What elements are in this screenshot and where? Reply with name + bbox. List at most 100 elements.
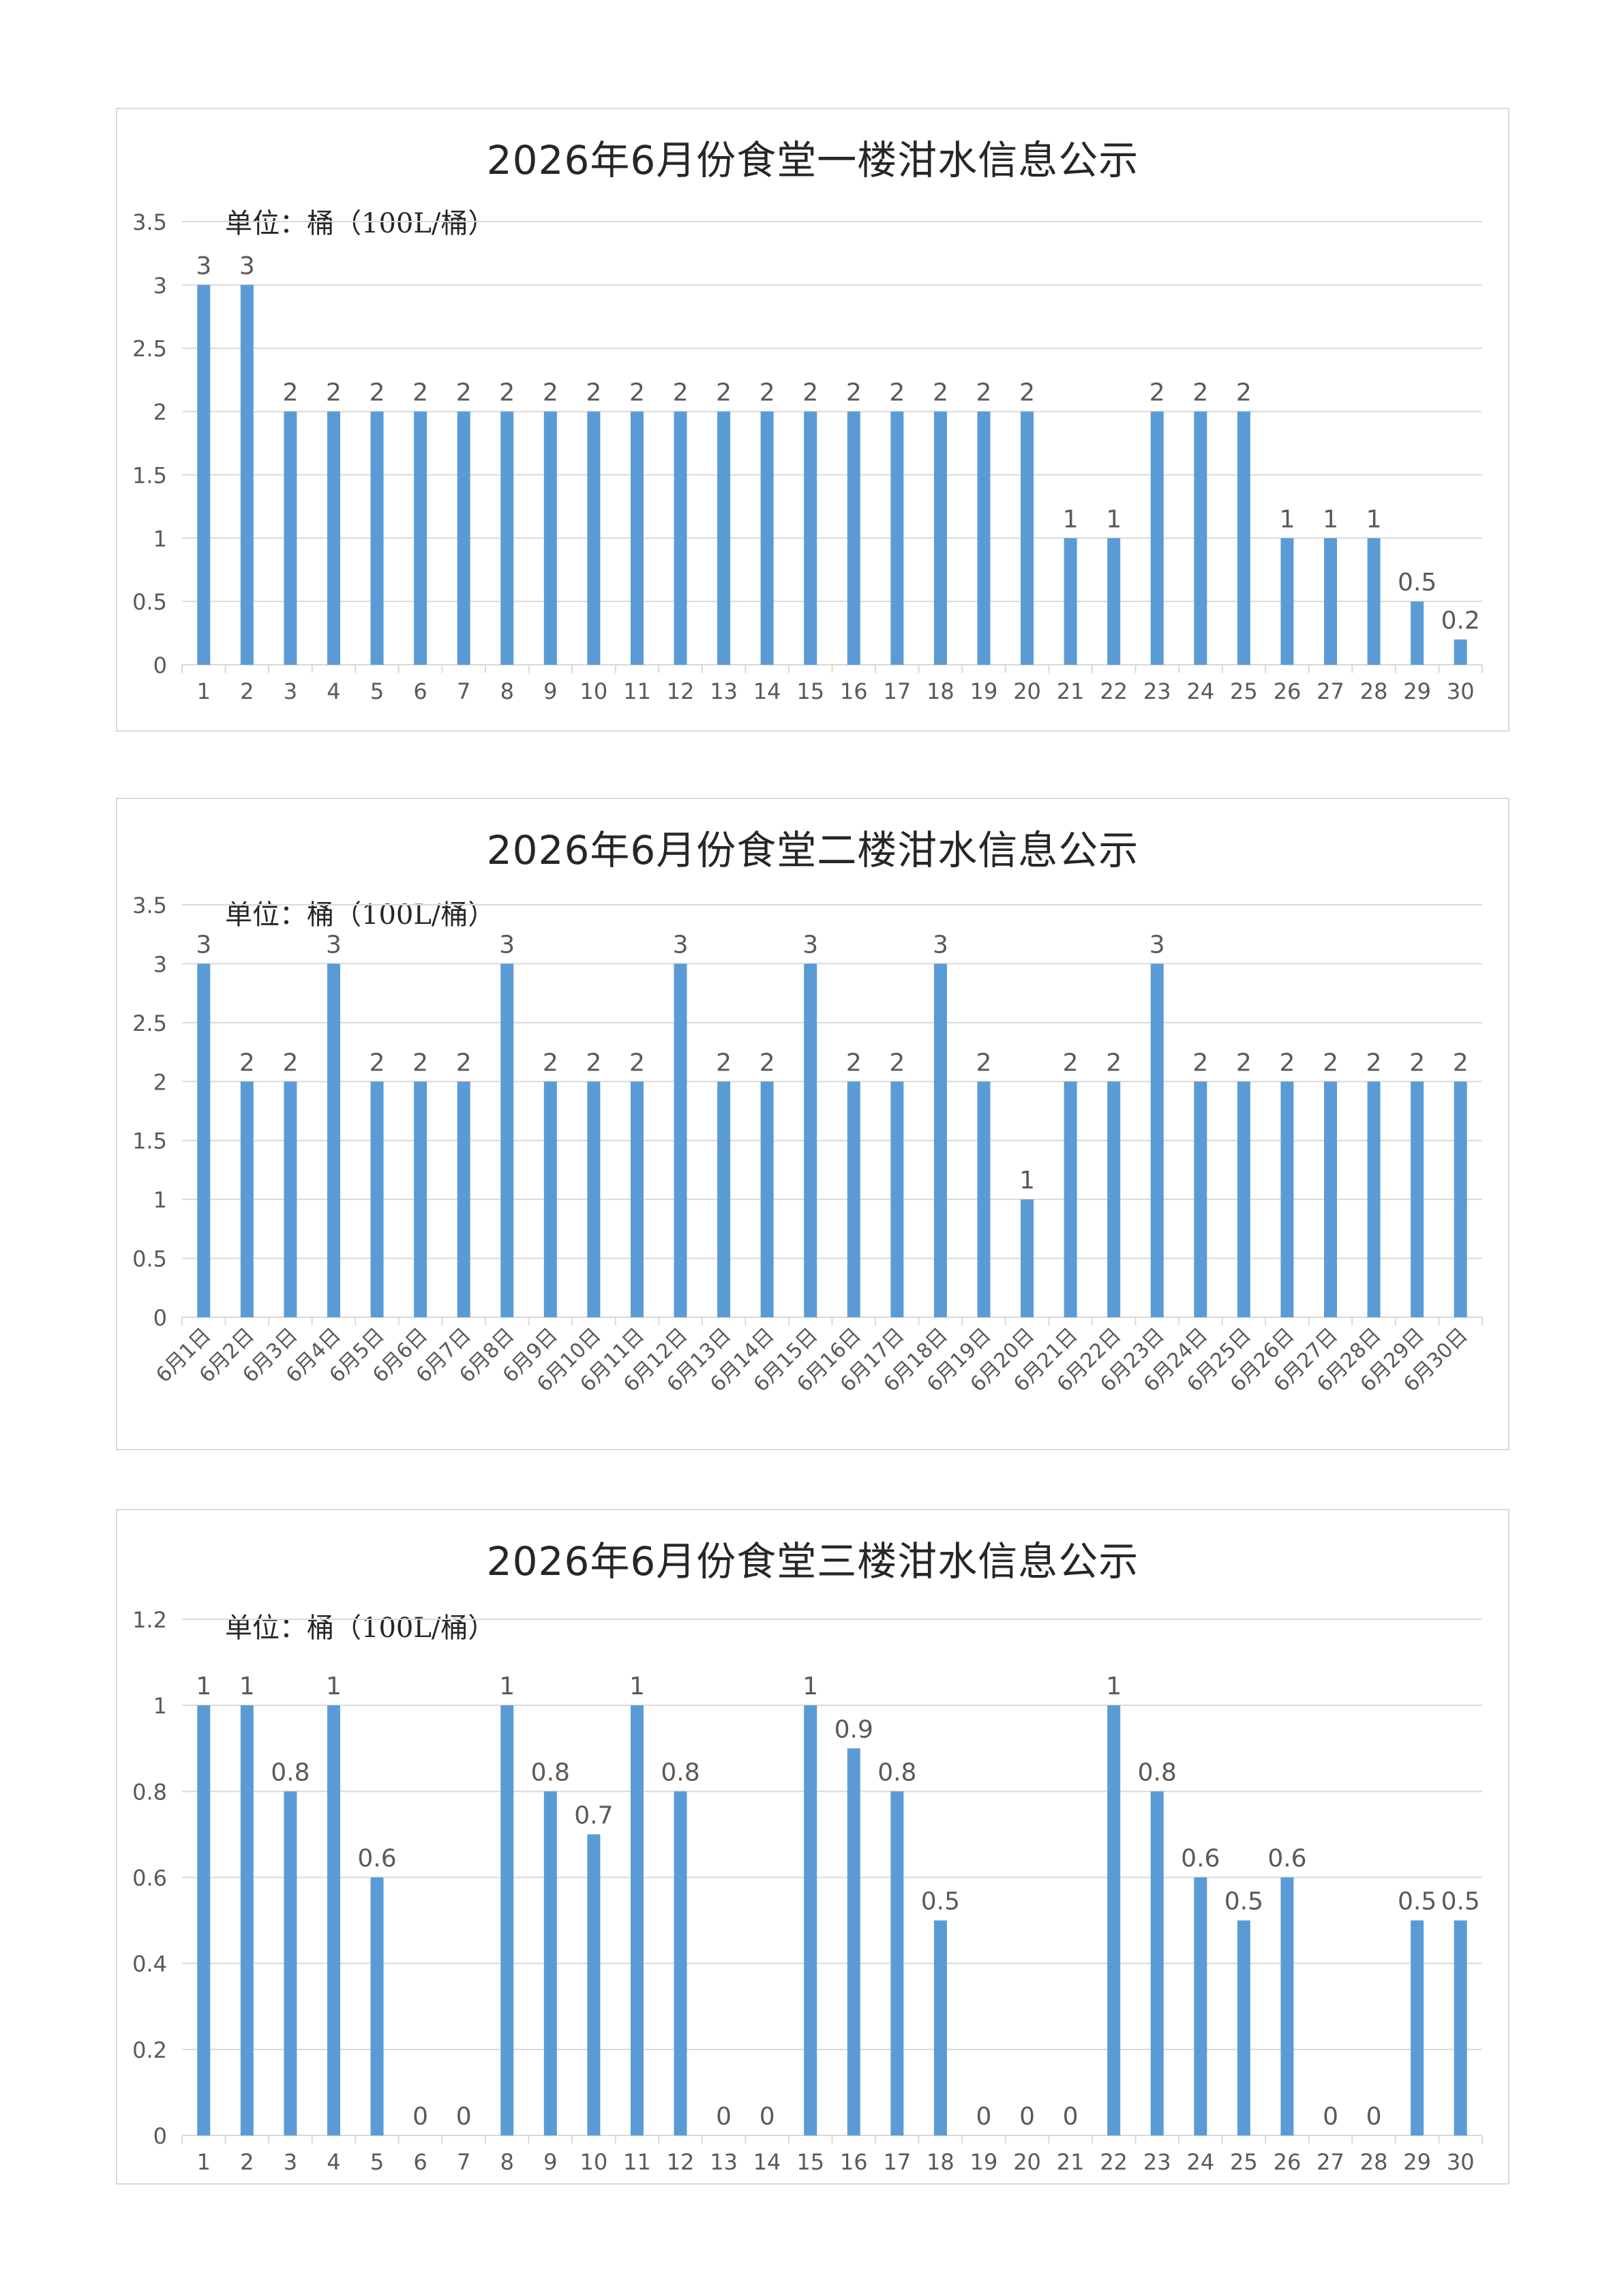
bar	[804, 1705, 817, 2135]
data-label: 0	[716, 2103, 732, 2131]
x-tick-label: 6	[413, 678, 427, 704]
data-label: 2	[976, 1049, 992, 1077]
data-label: 1	[629, 1672, 645, 1700]
data-label: 2	[1453, 1049, 1469, 1077]
data-label: 3	[196, 931, 211, 959]
data-label: 1	[1323, 505, 1338, 533]
data-label: 1	[499, 1672, 515, 1700]
data-label: 0.6	[1181, 1845, 1220, 1873]
bar	[804, 411, 817, 665]
x-tick-label: 7	[457, 2149, 470, 2175]
data-label: 2	[412, 1049, 428, 1077]
data-label: 0.2	[1441, 607, 1480, 635]
x-tick-label: 20	[1013, 2149, 1041, 2175]
y-tick-label: 1.2	[132, 1607, 167, 1633]
data-label: 0.5	[1398, 569, 1437, 597]
data-label: 2	[629, 379, 645, 407]
x-tick-label: 11	[623, 678, 651, 704]
data-label: 2	[1366, 1049, 1382, 1077]
y-tick-label: 3	[153, 273, 167, 299]
data-label: 0.9	[834, 1715, 873, 1743]
data-label: 2	[629, 1049, 645, 1077]
bar	[674, 963, 687, 1317]
x-tick-label: 13	[710, 2149, 738, 2175]
data-label: 1	[1106, 505, 1122, 533]
y-tick-label: 0.8	[132, 1779, 167, 1805]
bar	[284, 1081, 297, 1317]
bar	[1454, 639, 1467, 665]
x-tick-label: 15	[796, 2149, 824, 2175]
data-label: 2	[1106, 1049, 1122, 1077]
x-tick-label: 24	[1186, 678, 1214, 704]
bar	[284, 1791, 297, 2135]
x-tick-label: 25	[1230, 678, 1258, 704]
data-label: 1	[802, 1672, 818, 1700]
y-tick-label: 0.6	[132, 1865, 167, 1891]
x-tick-label: 8	[500, 2149, 514, 2175]
x-tick-label: 30	[1447, 678, 1475, 704]
bar	[1280, 1877, 1294, 2135]
bar	[1280, 538, 1294, 665]
x-tick-label: 23	[1143, 2149, 1171, 2175]
data-label: 0.6	[357, 1845, 396, 1873]
data-label: 2	[1323, 1049, 1338, 1077]
data-label: 3	[933, 931, 948, 959]
x-tick-label: 4	[327, 2149, 340, 2175]
data-label: 3	[1149, 931, 1165, 959]
bar	[1064, 538, 1077, 665]
data-label: 2	[586, 1049, 601, 1077]
data-label: 2	[976, 379, 992, 407]
bar	[977, 411, 991, 665]
y-tick-label: 2.5	[132, 336, 167, 362]
data-label: 0.8	[661, 1758, 700, 1786]
data-label: 1	[196, 1672, 211, 1700]
bar	[543, 1081, 557, 1317]
y-tick-label: 2	[153, 400, 167, 425]
data-label: 2	[456, 1049, 472, 1077]
data-label: 2	[1149, 379, 1165, 407]
y-tick-label: 2.5	[132, 1010, 167, 1036]
y-tick-label: 1	[153, 526, 167, 552]
x-tick-label: 28	[1360, 678, 1388, 704]
x-tick-label: 16	[840, 2149, 868, 2175]
data-label: 1	[1279, 505, 1295, 533]
y-tick-label: 0	[153, 2123, 167, 2149]
x-tick-label: 21	[1057, 2149, 1085, 2175]
bar	[1021, 411, 1034, 665]
data-label: 2	[499, 379, 515, 407]
data-label: 0.6	[1267, 1845, 1306, 1873]
data-label: 3	[326, 931, 342, 959]
bar	[630, 1081, 644, 1317]
chart-second-floor: 2026年6月份食堂二楼泔水信息公示 单位：桶（100L/桶） 0 0.5 1 1.5…	[116, 798, 1509, 1450]
data-label: 0	[760, 2103, 775, 2131]
data-label: 2	[1279, 1049, 1295, 1077]
bar	[1194, 1081, 1207, 1317]
x-tick-label: 26	[1274, 2149, 1302, 2175]
x-tick-label: 3	[284, 2149, 297, 2175]
x-tick-label: 24	[1186, 2149, 1214, 2175]
y-tick-label: 0.5	[132, 589, 167, 615]
bar	[414, 1081, 427, 1317]
x-tick-label: 10	[580, 678, 608, 704]
y-tick-label: 3.5	[132, 892, 167, 918]
bar	[1107, 1705, 1121, 2135]
data-label: 2	[889, 1049, 905, 1077]
y-tick-label: 2	[153, 1069, 167, 1095]
bar	[890, 411, 904, 665]
bar	[1107, 1081, 1121, 1317]
x-tick-label: 1	[197, 678, 211, 704]
bar	[1107, 538, 1121, 665]
x-tick-label: 13	[710, 678, 738, 704]
bar	[197, 284, 211, 665]
x-tick-label: 29	[1403, 2149, 1431, 2175]
y-tick-label: 0.2	[132, 2037, 167, 2063]
bar	[630, 411, 644, 665]
data-label: 0.5	[1441, 1888, 1480, 1916]
x-tick-label: 19	[970, 2149, 998, 2175]
data-label: 2	[889, 379, 905, 407]
x-tick-label: 5	[370, 2149, 384, 2175]
bar	[500, 963, 514, 1317]
x-tick-label: 25	[1230, 2149, 1258, 2175]
data-label: 0.5	[921, 1888, 960, 1916]
x-tick-label: 21	[1057, 678, 1085, 704]
